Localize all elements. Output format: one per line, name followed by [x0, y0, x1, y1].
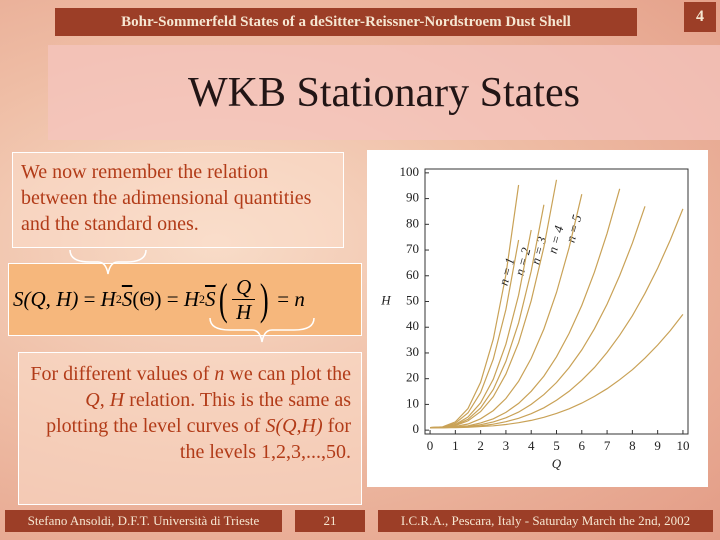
curve — [430, 184, 520, 429]
eq-part: = — [277, 287, 290, 311]
x-tick-label: 0 — [427, 438, 434, 453]
note-run: S(Q,H) — [265, 415, 323, 437]
curve-label: n = 2 — [512, 246, 534, 278]
footer-event: I.C.R.A., Pescara, Italy - Saturday Marc… — [378, 510, 713, 532]
plot-frame — [424, 168, 689, 435]
eq-part: (Θ) — [132, 287, 162, 311]
x-tick-label: 4 — [528, 438, 535, 453]
y-tick-label: 70 — [406, 241, 419, 256]
slide-title: WKB Stationary States — [48, 45, 720, 140]
y-tick-label: 100 — [400, 164, 420, 179]
eq-part: = — [166, 287, 179, 311]
note-run: relation. This is the same as plotting t… — [46, 389, 351, 437]
eq-part: n — [294, 287, 305, 311]
note-run: for the levels 1,2,3,...,50. — [179, 415, 351, 463]
brace — [69, 249, 147, 275]
eq-part: S — [205, 287, 216, 311]
y-axis-label: H — [380, 292, 391, 307]
y-tick-label: 80 — [406, 215, 419, 230]
curve — [430, 314, 684, 429]
note-run: Q — [85, 389, 100, 411]
y-tick-label: 10 — [406, 395, 419, 410]
x-tick-label: 1 — [452, 438, 459, 453]
note-run: H — [109, 389, 125, 411]
y-tick-label: 30 — [406, 344, 419, 359]
chart-panel — [367, 150, 708, 487]
y-tick-label: 60 — [406, 267, 419, 282]
eq-part: H — [183, 287, 200, 311]
equation: S(Q, H) = H 2 S (Θ) = H 2 S(Q H) = n — [8, 263, 362, 336]
note-run: n — [214, 363, 225, 385]
x-tick-label: 7 — [604, 438, 611, 453]
footer-author: Stefano Ansoldi, D.F.T. Università di Tr… — [5, 510, 282, 532]
x-tick-label: 10 — [676, 438, 689, 453]
y-tick-label: 90 — [406, 190, 419, 205]
eq-part: S(Q, H) — [13, 287, 79, 311]
curve — [430, 188, 621, 429]
eq-part: S — [121, 287, 133, 311]
curve — [430, 179, 558, 429]
note-run: , — [99, 389, 110, 411]
x-tick-label: 2 — [477, 438, 484, 453]
y-tick-label: 0 — [413, 421, 420, 436]
y-tick-label: 50 — [406, 292, 419, 307]
x-tick-label: 9 — [654, 438, 661, 453]
eq-part: = — [83, 287, 96, 311]
eq-part: Q — [232, 275, 256, 300]
intro-text: We now remember the relation between the… — [12, 152, 344, 248]
eq-part: 2 — [199, 292, 206, 306]
x-tick-label: 5 — [553, 438, 560, 453]
eq-part: H — [100, 287, 116, 311]
note-text: For different values of n we can plot th… — [18, 352, 362, 505]
header-title: Bohr-Sommerfeld States of a deSitter-Rei… — [55, 8, 637, 36]
note-run: For different values of — [30, 363, 215, 385]
x-tick-label: 6 — [579, 438, 586, 453]
x-tick-label: 8 — [629, 438, 636, 453]
brace — [209, 317, 315, 343]
x-tick-label: 3 — [503, 438, 510, 453]
x-axis-label: Q — [552, 456, 562, 471]
y-tick-label: 20 — [406, 370, 419, 385]
note-run: we can plot the — [224, 363, 351, 385]
curve-label: n = 4 — [545, 224, 567, 256]
eq-part: H — [236, 300, 252, 324]
page-number: 4 — [684, 2, 716, 32]
eq-part: 2 — [115, 292, 122, 306]
footer-slide: 21 — [295, 510, 365, 532]
y-tick-label: 40 — [406, 318, 419, 333]
